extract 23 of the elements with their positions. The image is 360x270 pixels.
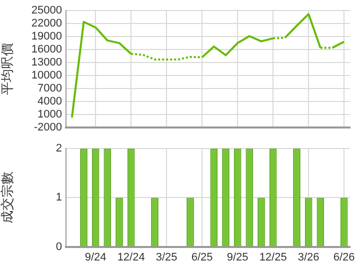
x-tick-label: 6/26 (333, 251, 355, 264)
x-tick-label: 9/24 (84, 251, 106, 264)
y-tick-label: 1 (56, 192, 62, 204)
y-tick-label: 0 (56, 240, 62, 253)
x-tick-label: 9/25 (226, 251, 248, 264)
y-axis-title: 成交宗數 (0, 172, 14, 224)
y-tick-label: 19000 (31, 30, 62, 43)
y-tick-label: 2 (56, 142, 62, 155)
y-tick-label: 25000 (31, 4, 62, 17)
y-tick-label: 16000 (31, 44, 62, 56)
y-tick-label: 7000 (38, 82, 62, 94)
x-tick-label: 6/25 (191, 251, 213, 264)
y-tick-label: 13000 (31, 56, 62, 69)
y-tick-label: 10000 (31, 70, 62, 82)
x-tick-label: 12/25 (259, 251, 287, 264)
x-tick-label: 12/24 (117, 251, 145, 264)
y-tick-label: -2000 (34, 121, 62, 134)
x-tick-label: 3/25 (156, 251, 178, 264)
y-tick-label: 1000 (38, 108, 62, 120)
y-tick-label: 22000 (31, 18, 62, 30)
x-tick-label: 3/26 (298, 251, 320, 264)
y-tick-label: 4000 (38, 95, 62, 108)
y-axis-title: 平均呎價 (0, 43, 14, 95)
